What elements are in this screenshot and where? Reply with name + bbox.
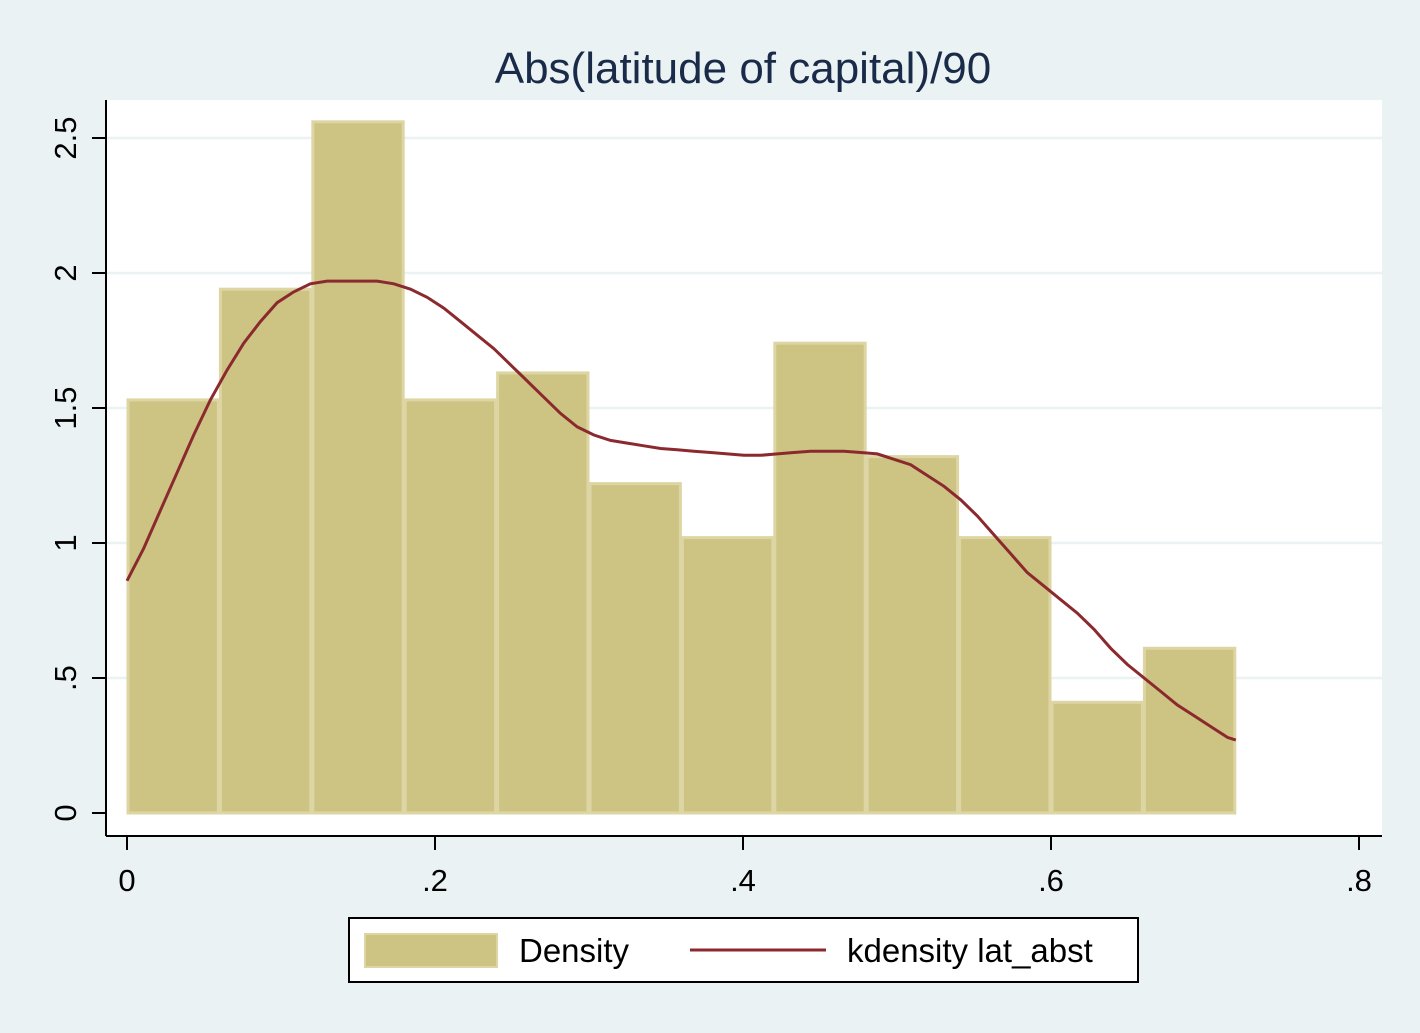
y-tick-label-4: 2 xyxy=(48,264,83,281)
histogram-bar-7 xyxy=(773,341,867,815)
histogram-bar-11 xyxy=(1142,646,1237,815)
histogram-bar-8 xyxy=(865,455,960,815)
histogram-bar-4 xyxy=(496,371,590,815)
legend: Density kdensity lat_abst xyxy=(348,917,1139,983)
x-tick-label-2: .4 xyxy=(730,863,756,898)
histogram-bars xyxy=(126,120,1237,815)
chart-title: Abs(latitude of capital)/90 xyxy=(495,44,992,93)
x-tick-label-0: 0 xyxy=(118,863,135,898)
y-tick-label-1: .5 xyxy=(48,665,83,691)
x-axis-ticks: 0 .2 .4 .6 .8 xyxy=(118,836,1372,898)
histogram-bar-2 xyxy=(311,120,405,815)
histogram-bar-9 xyxy=(958,536,1052,815)
histogram-bar-10 xyxy=(1050,700,1144,815)
y-tick-label-5: 2.5 xyxy=(48,116,83,159)
legend-label-kdensity: kdensity lat_abst xyxy=(847,932,1093,969)
histogram-bar-5 xyxy=(588,482,682,815)
x-tick-label-4: .8 xyxy=(1346,863,1372,898)
x-tick-label-3: .6 xyxy=(1038,863,1064,898)
legend-swatch-density xyxy=(364,933,498,968)
histogram-bar-3 xyxy=(403,398,498,815)
x-tick-label-1: .2 xyxy=(422,863,448,898)
histogram-bar-6 xyxy=(680,536,775,815)
y-tick-label-3: 1.5 xyxy=(48,386,83,429)
y-axis-ticks: 0 .5 1 1.5 2 2.5 xyxy=(48,116,106,822)
y-tick-label-2: 1 xyxy=(48,534,83,551)
legend-label-density: Density xyxy=(519,932,630,969)
y-tick-label-0: 0 xyxy=(48,804,83,821)
kdensity-line xyxy=(125,279,1237,742)
histogram-bar-0 xyxy=(126,398,220,815)
histogram-bar-1 xyxy=(218,287,313,815)
